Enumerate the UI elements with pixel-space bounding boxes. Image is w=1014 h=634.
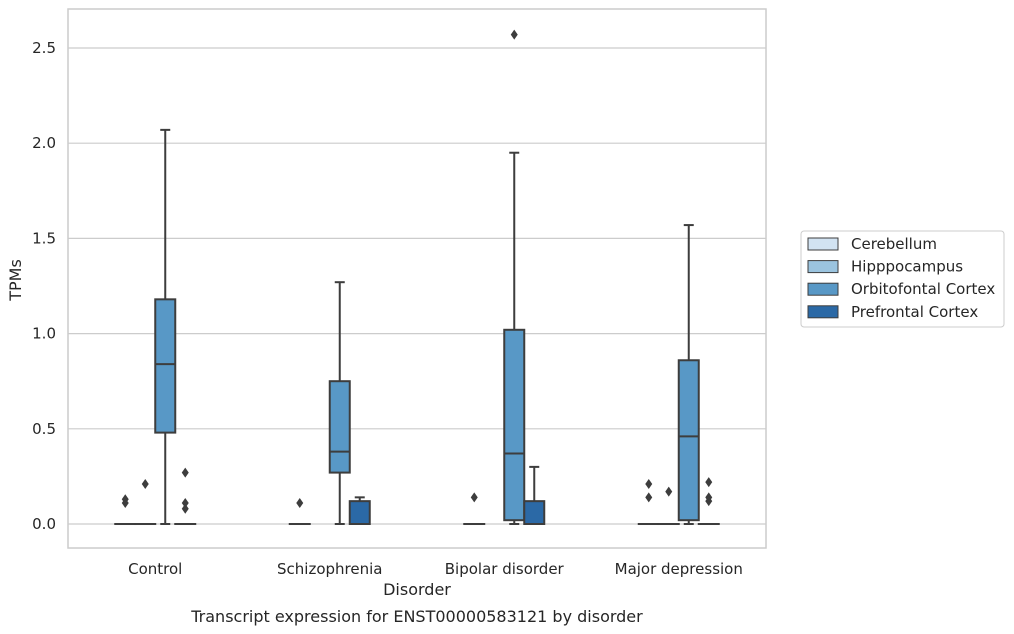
outlier-point [181,467,189,478]
outlier-point [510,29,518,40]
plot-frame [67,8,767,549]
legend-swatch [807,305,839,319]
box-body [503,328,526,522]
series-hipppocampus [134,479,680,526]
legend-frame [800,230,1005,328]
y-tick-labels: 0.0 0.5 1.0 1.5 2.0 2.5 [32,39,56,533]
box [328,281,351,525]
box [503,29,526,525]
box-body [523,500,546,526]
series-prefrontal-cortex [174,465,720,526]
box-body [328,380,351,474]
outlier-point [181,503,189,514]
legend-swatch [807,282,839,296]
x-tick-label: Bipolar disorder [445,560,565,578]
box [348,496,371,526]
x-tick-label: Control [128,560,182,578]
x-tick-labels: Control Schizophrenia Bipolar disorder Majo… [128,560,743,578]
series-cerebellum [114,479,660,526]
outlier-point [645,479,653,490]
legend-label: Hipppocampus [851,258,963,276]
x-axis-label: Disorder [383,580,451,599]
box [174,467,197,526]
y-tick-label: 1.0 [32,325,56,343]
y-tick-label: 1.5 [32,229,56,247]
box [134,479,157,526]
box [677,224,700,525]
outlier-point [121,494,129,505]
box [523,465,546,526]
legend-swatch [807,237,839,251]
box [697,477,720,526]
plot-area [68,9,766,548]
y-tick-label: 0.5 [32,420,56,438]
x-tick-label: Schizophrenia [277,560,382,578]
legend-label: Prefrontal Cortex [851,303,978,321]
legend: Cerebellum Hipppocampus Orbitofontal Corte… [800,230,1005,328]
box [463,492,486,526]
y-tick-label: 2.5 [32,39,56,57]
outlier-point [665,486,673,497]
y-axis-label: TPMs [6,259,25,302]
legend-label: Cerebellum [851,235,937,253]
box [154,128,177,525]
outlier-point [705,477,713,488]
outlier-point [470,492,478,503]
outlier-point [141,479,149,490]
outlier-point [645,492,653,503]
box-body [154,298,177,434]
box [288,498,311,526]
outlier-point [296,498,304,509]
x-tick-label: Major depression [615,560,743,578]
box [657,486,680,526]
legend-label: Orbitofontal Cortex [851,280,995,298]
box-body [677,359,700,522]
y-tick-label: 2.0 [32,134,56,152]
box-series [114,29,720,526]
outlier-point [181,498,189,509]
box-body [348,500,371,526]
legend-swatch [807,260,839,274]
series-orbitofontal-cortex [154,29,700,525]
chart-caption: Transcript expression for ENST0000058312… [190,607,643,626]
outlier-point [705,492,713,503]
y-tick-label: 0.0 [32,515,56,533]
box [114,494,137,526]
